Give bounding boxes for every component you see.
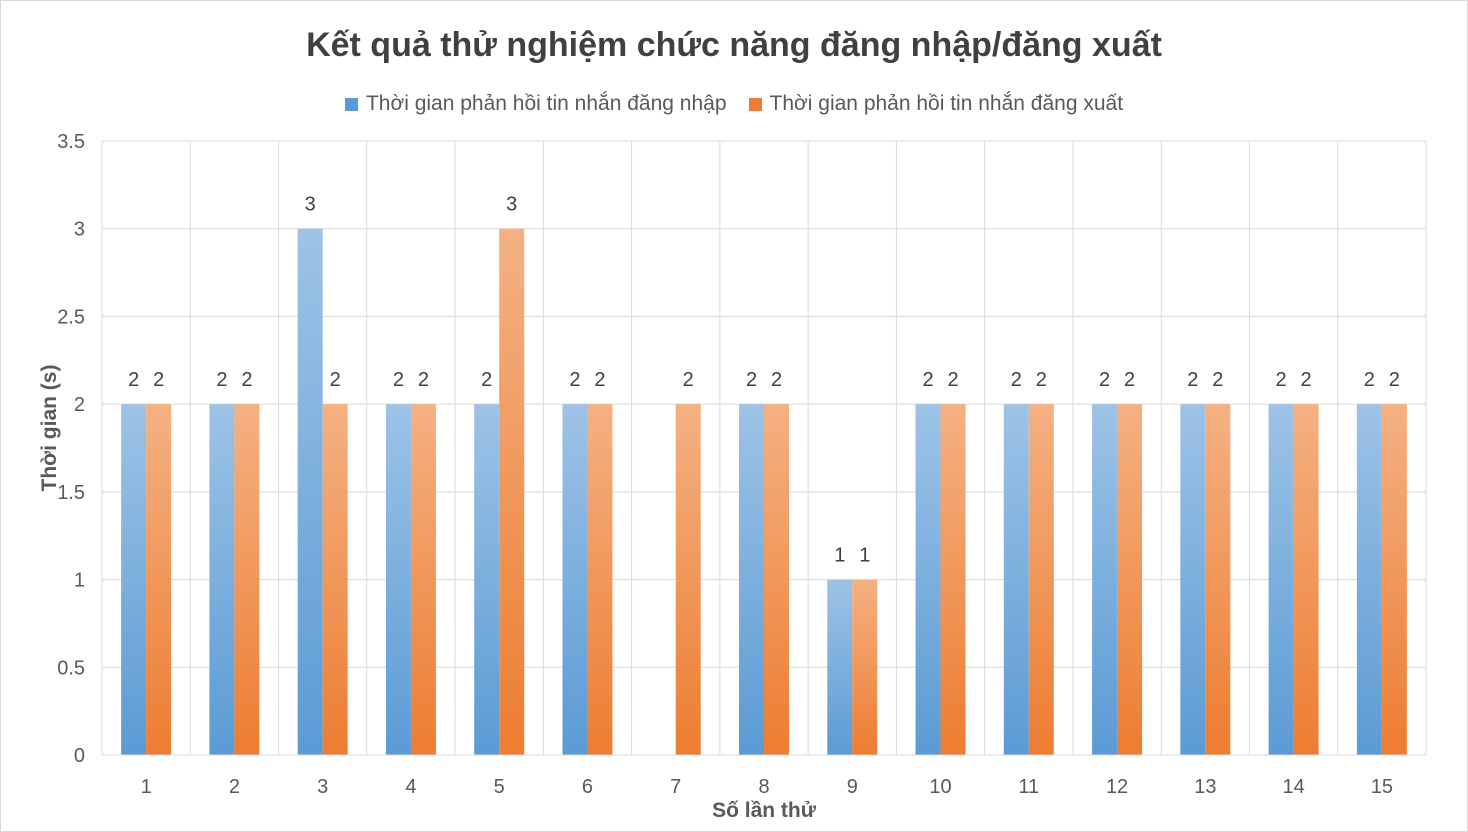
x-tick-label: 12 xyxy=(1106,776,1128,798)
bar-logout xyxy=(1293,404,1319,755)
bar-logout xyxy=(499,228,525,755)
x-tick-label: 13 xyxy=(1194,776,1216,798)
data-label: 2 xyxy=(241,369,252,391)
data-label: 2 xyxy=(481,369,492,391)
bar-logout xyxy=(234,404,260,755)
data-label: 3 xyxy=(305,194,316,216)
y-tick-label: 2.5 xyxy=(57,306,85,328)
data-label: 2 xyxy=(947,369,958,391)
x-axis-title: Số lần thử xyxy=(712,799,817,822)
legend: Thời gian phản hồi tin nhắn đăng nhập Th… xyxy=(0,92,1468,116)
bar-login xyxy=(385,404,411,755)
data-label: 1 xyxy=(834,545,845,567)
data-label: 2 xyxy=(1389,369,1400,391)
bar-login xyxy=(1356,404,1382,755)
x-tick-label: 5 xyxy=(494,776,505,798)
y-axis-title: Thời gian (s) xyxy=(38,365,61,492)
x-tick-label: 10 xyxy=(929,776,951,798)
data-label: 2 xyxy=(216,369,227,391)
data-label: 2 xyxy=(594,369,605,391)
bar-logout xyxy=(1117,404,1143,755)
x-tick-label: 6 xyxy=(582,776,593,798)
data-label: 2 xyxy=(1124,369,1135,391)
data-label: 2 xyxy=(153,369,164,391)
bar-login xyxy=(562,404,588,755)
data-label: 2 xyxy=(1187,369,1198,391)
bar-logout xyxy=(587,404,613,755)
legend-swatch-logout xyxy=(748,97,762,111)
bar-logout xyxy=(940,404,966,755)
bar-logout xyxy=(675,404,701,755)
y-tick-label: 0.5 xyxy=(57,657,85,679)
bar-logout xyxy=(146,404,172,755)
data-label: 3 xyxy=(506,194,517,216)
bar-logout xyxy=(764,404,789,755)
data-label: 2 xyxy=(330,369,341,391)
y-tick-label: 1 xyxy=(74,570,85,592)
x-tick-label: 2 xyxy=(229,776,240,798)
x-tick-label: 8 xyxy=(758,776,769,798)
bar-login xyxy=(1180,404,1206,755)
y-tick-label: 3 xyxy=(74,219,85,241)
data-label: 2 xyxy=(1036,369,1047,391)
legend-label-logout: Thời gian phản hồi tin nhắn đăng xuất xyxy=(769,92,1124,115)
bar-logout xyxy=(852,579,878,755)
data-label: 2 xyxy=(1301,369,1312,391)
bar-logout xyxy=(1028,404,1054,755)
x-tick-label: 15 xyxy=(1371,776,1393,798)
data-label: 2 xyxy=(1364,369,1375,391)
x-tick-label: 14 xyxy=(1282,776,1304,798)
x-tick-label: 7 xyxy=(670,776,681,798)
bar-login xyxy=(297,228,323,755)
data-label: 2 xyxy=(1276,369,1287,391)
bar-login xyxy=(474,404,500,755)
legend-item-logout: Thời gian phản hồi tin nhắn đăng xuất xyxy=(748,92,1124,116)
x-tick-label: 1 xyxy=(141,776,152,798)
y-tick-label: 2 xyxy=(74,394,85,416)
bar-login xyxy=(739,404,764,755)
data-label: 2 xyxy=(746,369,757,391)
legend-label-login: Thời gian phản hồi tin nhắn đăng nhập xyxy=(365,92,727,115)
bar-login xyxy=(915,404,941,755)
bar-login xyxy=(209,404,235,755)
legend-item-login: Thời gian phản hồi tin nhắn đăng nhập xyxy=(344,92,727,116)
x-tick-label: 11 xyxy=(1018,776,1039,798)
data-label: 2 xyxy=(1011,369,1022,391)
bar-login xyxy=(121,404,147,755)
x-tick-label: 3 xyxy=(317,776,328,798)
data-label: 2 xyxy=(1099,369,1110,391)
bar-logout xyxy=(1381,404,1407,755)
data-label: 2 xyxy=(683,369,694,391)
chart-title: Kết quả thử nghiệm chức năng đăng nhập/đ… xyxy=(306,26,1162,64)
y-tick-label: 3.5 xyxy=(57,131,85,153)
bar-login xyxy=(1268,404,1294,755)
y-tick-label: 1.5 xyxy=(57,482,85,504)
data-label: 2 xyxy=(128,369,139,391)
data-label: 2 xyxy=(771,369,782,391)
bar-login xyxy=(1003,404,1029,755)
data-label: 2 xyxy=(393,369,404,391)
data-label: 1 xyxy=(859,545,870,567)
y-tick-label: 0 xyxy=(74,745,85,767)
bar-logout xyxy=(322,404,348,755)
data-label: 2 xyxy=(418,369,429,391)
legend-swatch-login xyxy=(344,97,358,111)
data-label: 2 xyxy=(922,369,933,391)
data-label: 2 xyxy=(569,369,580,391)
data-label: 2 xyxy=(1212,369,1223,391)
bar-logout xyxy=(410,404,436,755)
bar-login xyxy=(827,579,853,755)
x-tick-label: 4 xyxy=(405,776,416,798)
bar-login xyxy=(1092,404,1118,755)
bar-logout xyxy=(1205,404,1231,755)
x-tick-label: 9 xyxy=(847,776,858,798)
